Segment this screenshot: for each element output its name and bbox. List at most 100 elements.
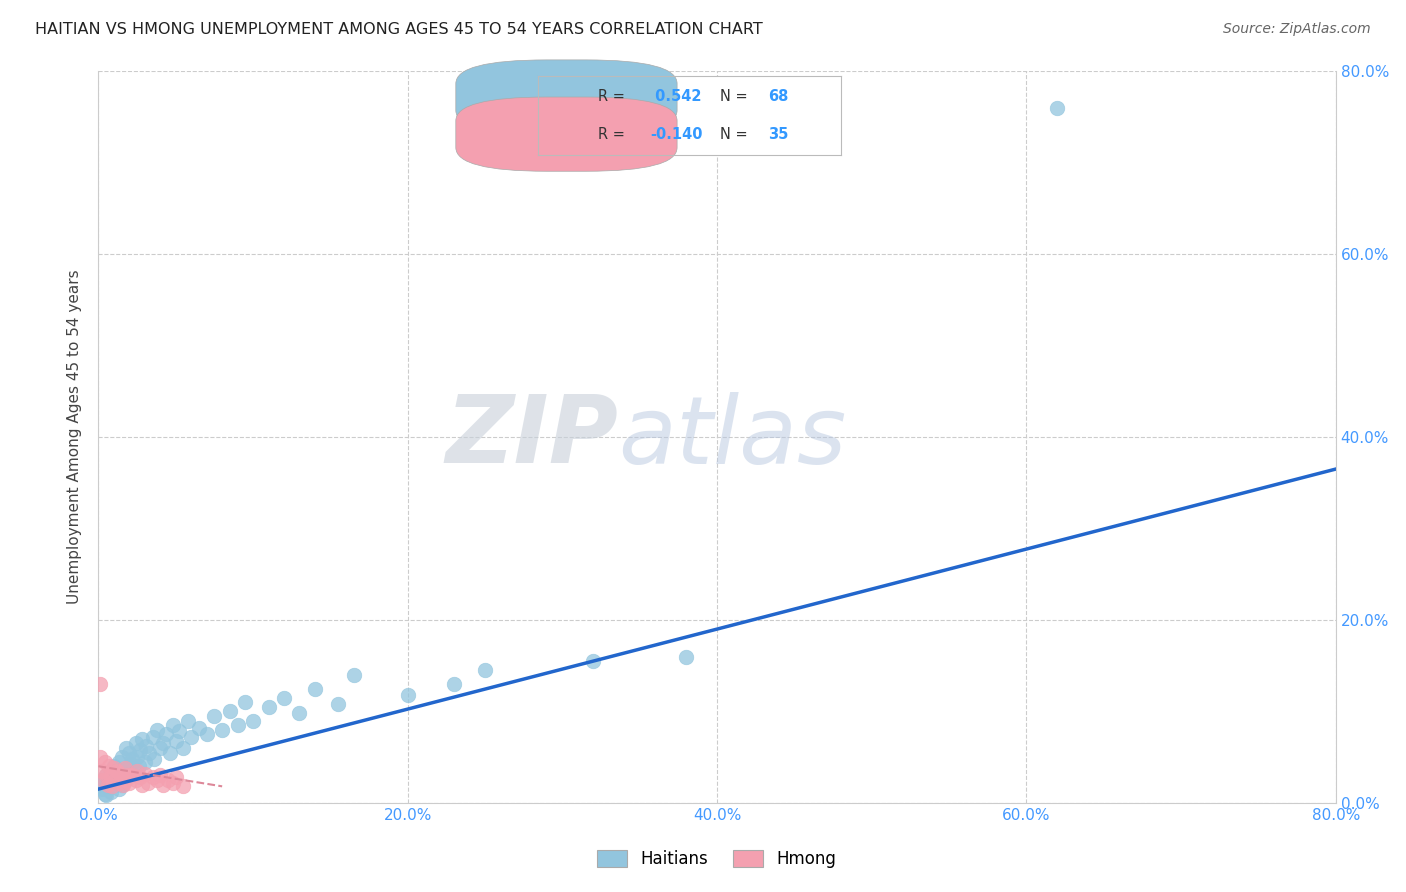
Point	[162, 775, 184, 789]
Point	[107, 782, 129, 797]
Point	[114, 761, 136, 775]
Point	[235, 695, 257, 709]
Point	[129, 743, 152, 757]
Point	[118, 746, 141, 760]
Point	[108, 766, 131, 780]
Point	[104, 777, 127, 792]
Point	[93, 755, 115, 769]
Point	[103, 759, 125, 773]
Point	[107, 755, 129, 769]
Point	[273, 690, 295, 705]
Text: atlas: atlas	[619, 392, 846, 483]
Point	[103, 772, 125, 787]
Point	[157, 772, 180, 787]
Point	[98, 759, 121, 773]
Point	[138, 746, 160, 760]
Point	[146, 772, 169, 787]
Point	[112, 777, 135, 792]
Point	[89, 750, 111, 764]
Point	[115, 772, 138, 787]
Point	[91, 772, 114, 787]
Point	[165, 733, 187, 747]
Point	[143, 752, 166, 766]
Point	[111, 777, 134, 792]
Point	[134, 755, 156, 769]
Point	[162, 718, 184, 732]
Point	[1046, 101, 1069, 115]
Point	[97, 777, 120, 792]
Point	[90, 764, 112, 778]
Point	[100, 770, 122, 784]
Point	[204, 709, 226, 723]
Text: ZIP: ZIP	[446, 391, 619, 483]
Text: HAITIAN VS HMONG UNEMPLOYMENT AMONG AGES 45 TO 54 YEARS CORRELATION CHART: HAITIAN VS HMONG UNEMPLOYMENT AMONG AGES…	[35, 22, 763, 37]
Point	[117, 761, 139, 775]
Point	[97, 775, 120, 789]
Point	[242, 714, 264, 728]
Point	[134, 766, 156, 780]
Point	[112, 764, 135, 778]
Point	[131, 731, 153, 746]
Point	[124, 772, 146, 787]
Point	[101, 764, 124, 778]
Point	[90, 782, 112, 797]
Point	[211, 723, 233, 737]
Point	[108, 770, 131, 784]
Point	[257, 699, 280, 714]
Point	[135, 739, 157, 753]
Point	[111, 770, 134, 784]
Point	[288, 706, 311, 721]
Point	[443, 677, 465, 691]
Point	[131, 777, 153, 792]
Point	[105, 764, 128, 778]
Point	[121, 768, 143, 782]
Point	[173, 780, 195, 794]
Point	[107, 775, 129, 789]
Point	[396, 688, 419, 702]
Point	[173, 740, 195, 755]
Point	[159, 746, 181, 760]
Point	[149, 768, 172, 782]
Point	[91, 772, 114, 787]
Point	[152, 736, 174, 750]
Point	[142, 730, 165, 744]
Point	[105, 768, 128, 782]
Point	[474, 663, 496, 677]
Point	[177, 714, 200, 728]
Point	[129, 770, 152, 784]
Point	[188, 721, 211, 735]
Point	[118, 775, 141, 789]
Point	[304, 681, 326, 696]
Point	[89, 677, 111, 691]
Point	[96, 789, 118, 803]
Point	[118, 768, 141, 782]
Point	[219, 705, 242, 719]
Point	[120, 757, 142, 772]
Point	[146, 723, 169, 737]
Point	[115, 740, 138, 755]
Point	[675, 649, 697, 664]
Point	[121, 752, 143, 766]
Point	[180, 730, 202, 744]
Point	[96, 768, 118, 782]
Point	[101, 780, 124, 794]
Point	[103, 761, 125, 775]
Point	[136, 775, 159, 789]
Point	[149, 740, 172, 755]
Text: Source: ZipAtlas.com: Source: ZipAtlas.com	[1223, 22, 1371, 37]
Y-axis label: Unemployment Among Ages 45 to 54 years: Unemployment Among Ages 45 to 54 years	[67, 269, 83, 605]
Point	[93, 787, 115, 801]
Point	[89, 777, 111, 792]
Point	[122, 764, 145, 778]
Point	[104, 772, 127, 787]
Point	[226, 718, 249, 732]
Point	[167, 724, 190, 739]
Point	[582, 654, 605, 668]
Point	[114, 772, 136, 787]
Point	[117, 768, 139, 782]
Point	[343, 667, 366, 681]
Point	[128, 759, 150, 773]
Point	[152, 777, 174, 792]
Point	[195, 727, 218, 741]
Point	[100, 785, 122, 799]
